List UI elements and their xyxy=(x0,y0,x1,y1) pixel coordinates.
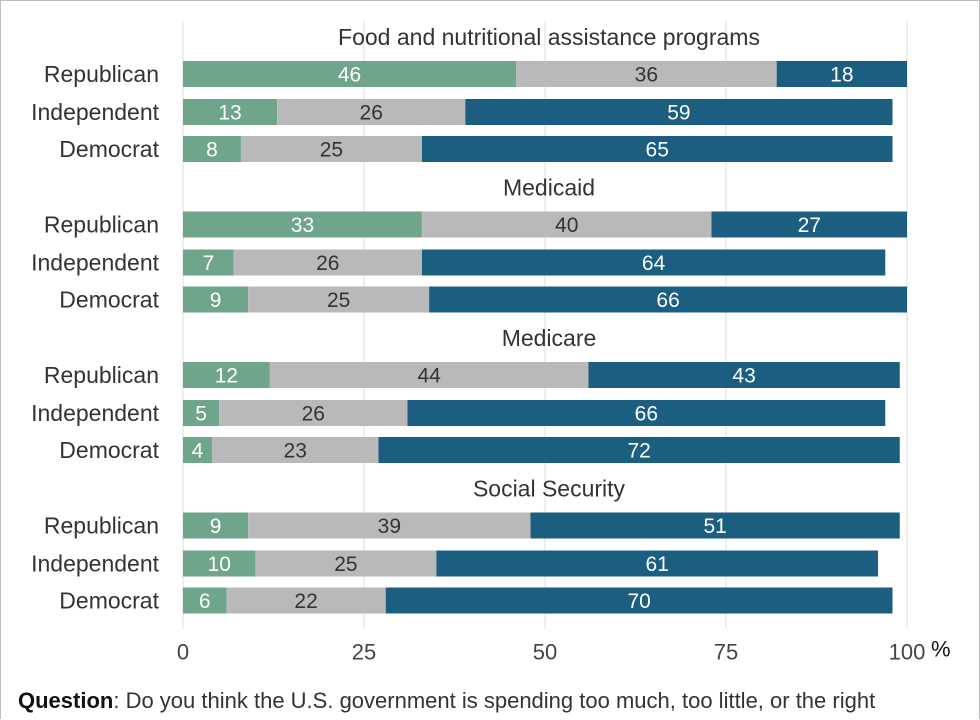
question-text: Question: Do you think the U.S. governme… xyxy=(18,687,968,715)
group-title: Medicare xyxy=(502,325,597,351)
bar-segment xyxy=(465,99,893,125)
bar-value-label: 4 xyxy=(192,440,204,463)
bar-value-label: 65 xyxy=(646,139,669,162)
bar-segment xyxy=(183,286,249,313)
row-label: Independent xyxy=(31,400,160,426)
x-tick-label: 0 xyxy=(177,640,189,665)
bar-value-label: 5 xyxy=(195,403,207,426)
bar-value-label: 39 xyxy=(378,515,401,538)
bar-segment xyxy=(183,136,241,162)
row-label: Independent xyxy=(31,99,160,125)
bar-segment xyxy=(240,136,422,162)
row-label: Independent xyxy=(31,250,160,276)
group-title: Social Security xyxy=(473,476,626,502)
bar-segment xyxy=(385,587,893,614)
bar-value-label: 13 xyxy=(218,102,241,125)
bar-value-label: 12 xyxy=(215,365,238,388)
bar-segment xyxy=(219,400,408,426)
bar-value-label: 25 xyxy=(327,289,350,312)
bar-segment xyxy=(711,211,907,238)
bar-value-label: 26 xyxy=(360,102,383,125)
bar-segment xyxy=(183,512,249,539)
bar-value-label: 66 xyxy=(656,289,679,312)
bar-segment xyxy=(421,211,712,238)
bar-segment xyxy=(183,249,234,276)
bar-segment xyxy=(183,437,212,463)
bar-value-label: 18 xyxy=(830,64,853,87)
bar-segment xyxy=(407,400,886,426)
bar-segment xyxy=(255,550,437,577)
bar-segment xyxy=(226,587,386,614)
group-title: Medicaid xyxy=(503,175,595,201)
bar-value-label: 72 xyxy=(627,440,650,463)
bar-segment xyxy=(277,99,466,125)
x-tick-label: 50 xyxy=(533,640,557,665)
row-label: Independent xyxy=(31,551,160,577)
bar-value-label: 61 xyxy=(646,553,669,576)
question-label: Question xyxy=(18,688,114,713)
x-tick-label: 100 xyxy=(889,640,926,665)
group-title: Food and nutritional assistance programs xyxy=(338,24,760,50)
bar-value-label: 6 xyxy=(199,590,211,613)
bar-segment xyxy=(233,249,422,276)
bar-value-label: 25 xyxy=(320,139,343,162)
bar-value-label: 70 xyxy=(627,590,650,613)
bar-value-label: 8 xyxy=(206,139,218,162)
bar-value-label: 64 xyxy=(642,252,666,275)
bar-segment xyxy=(776,61,907,87)
row-label: Democrat xyxy=(59,437,159,463)
bar-value-label: 23 xyxy=(284,440,307,463)
bar-segment xyxy=(183,550,256,577)
bar-value-label: 44 xyxy=(417,365,441,388)
bar-segment xyxy=(588,362,900,388)
bar-value-label: 26 xyxy=(302,403,325,426)
bar-segment xyxy=(269,362,589,388)
x-tick-label: 75 xyxy=(714,640,738,665)
bar-value-label: 26 xyxy=(316,252,339,275)
question-body: : Do you think the U.S. government is sp… xyxy=(113,688,876,713)
bar-value-label: 40 xyxy=(555,214,578,237)
bar-value-label: 7 xyxy=(202,252,214,275)
bar-value-label: 9 xyxy=(210,515,222,538)
row-label: Republican xyxy=(44,212,159,238)
bar-value-label: 10 xyxy=(208,553,231,576)
bar-value-label: 43 xyxy=(732,365,755,388)
bar-segment xyxy=(436,550,879,577)
bar-value-label: 9 xyxy=(210,289,222,312)
bar-segment xyxy=(183,587,227,614)
bar-segment xyxy=(183,99,278,125)
bar-value-label: 59 xyxy=(667,102,690,125)
bar-value-label: 33 xyxy=(291,214,314,237)
bar-value-label: 22 xyxy=(294,590,317,613)
x-unit-label: % xyxy=(931,637,951,662)
bar-segment xyxy=(530,512,900,539)
row-label: Democrat xyxy=(59,136,159,162)
bar-segment xyxy=(183,400,220,426)
x-tick-label: 25 xyxy=(352,640,376,665)
row-label: Republican xyxy=(44,362,159,388)
row-label: Republican xyxy=(44,513,159,539)
bar-value-label: 51 xyxy=(703,515,726,538)
bar-segment xyxy=(183,362,270,388)
bar-segment xyxy=(378,437,900,463)
bar-segment xyxy=(183,61,517,87)
bar-segment xyxy=(429,286,907,313)
bar-value-label: 25 xyxy=(334,553,357,576)
bar-segment xyxy=(516,61,777,87)
bar-value-label: 46 xyxy=(338,64,361,87)
bar-segment xyxy=(183,211,422,238)
row-label: Democrat xyxy=(59,588,159,614)
bar-segment xyxy=(248,512,531,539)
bar-segment xyxy=(211,437,379,463)
bar-value-label: 66 xyxy=(635,403,658,426)
row-label: Democrat xyxy=(59,287,159,313)
bar-segment xyxy=(421,249,886,276)
bar-segment xyxy=(248,286,430,313)
row-label: Republican xyxy=(44,61,159,87)
bar-value-label: 36 xyxy=(635,64,658,87)
bar-value-label: 27 xyxy=(798,214,821,237)
bar-segment xyxy=(421,136,893,162)
